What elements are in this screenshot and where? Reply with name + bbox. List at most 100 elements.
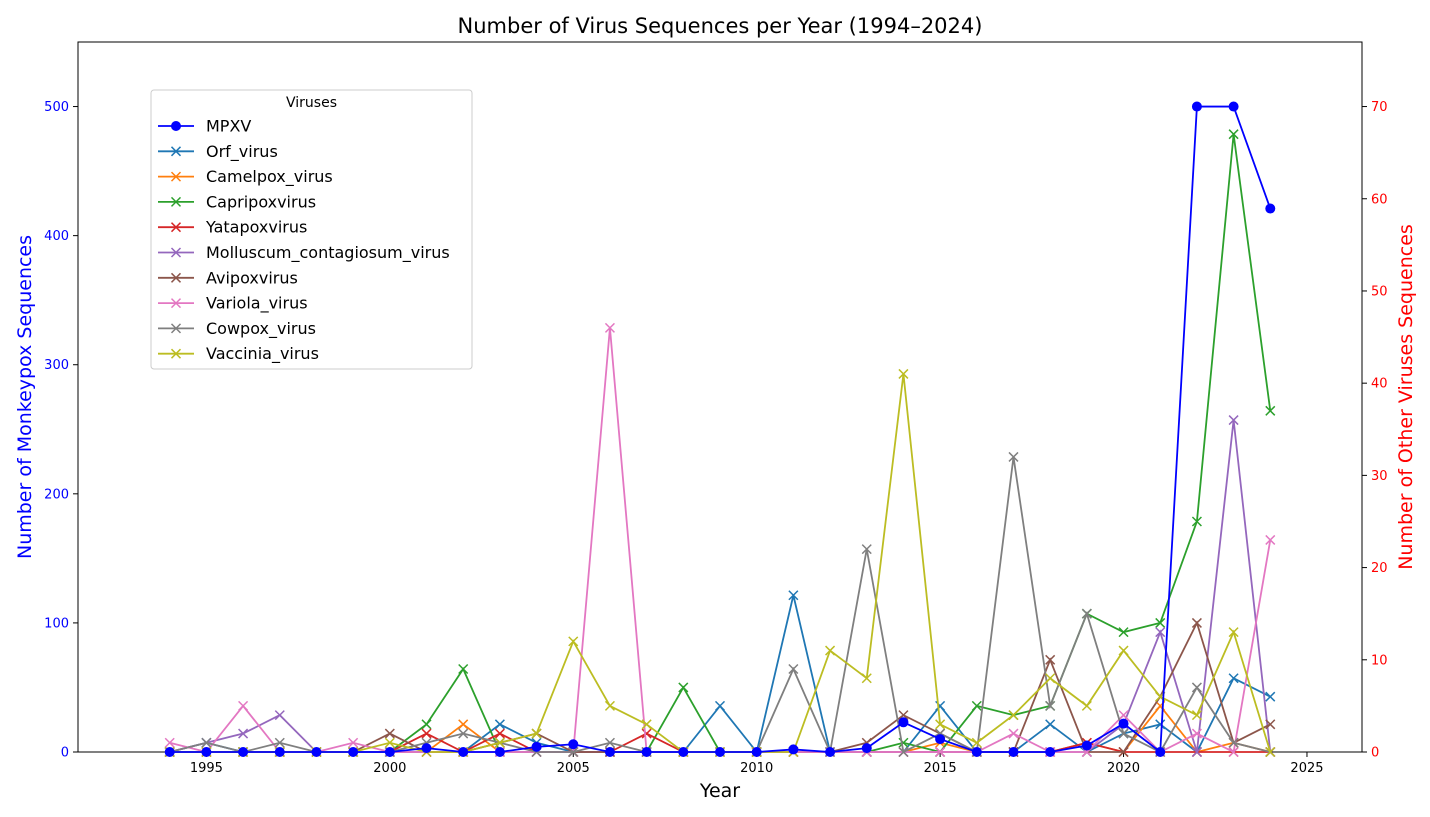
data-point <box>1265 203 1276 214</box>
data-point <box>348 747 359 757</box>
data-point <box>1155 747 1166 757</box>
data-point <box>898 710 909 721</box>
data-point <box>1045 654 1056 665</box>
data-point <box>1191 728 1202 739</box>
legend-marker <box>170 222 182 233</box>
y-right-tick-label: 40 <box>1371 377 1388 392</box>
data-point <box>458 747 469 757</box>
legend-marker <box>170 146 182 157</box>
data-point <box>1265 691 1276 702</box>
data-point <box>678 747 689 757</box>
y-left-tick-label: 500 <box>44 100 69 115</box>
data-point <box>788 744 799 755</box>
x-axis-label: Year <box>699 780 740 802</box>
data-point <box>384 747 395 757</box>
data-point <box>384 728 395 739</box>
axis-ticks: 1995 2000 2005 2010 2015 2020 2025010020030040… <box>44 100 1387 776</box>
data-point <box>604 737 615 748</box>
data-point <box>384 737 395 748</box>
legend-marker <box>170 272 182 283</box>
data-point <box>1265 719 1276 730</box>
legend-label: MPXV <box>206 117 251 136</box>
data-point <box>1191 101 1202 112</box>
legend-items: MPXV Orf_virus Camelpox_virus Capripoxvirus… <box>158 117 450 364</box>
data-point <box>898 368 909 379</box>
y-right-tick-label: 0 <box>1371 746 1379 761</box>
data-point <box>568 739 579 750</box>
legend-item-cowpox-virus: Cowpox_virus <box>158 319 316 339</box>
data-point <box>1008 747 1019 757</box>
data-point <box>715 747 725 757</box>
data-point <box>1081 740 1092 751</box>
legend-label: Vaccinia_virus <box>206 344 319 364</box>
data-point <box>935 734 946 745</box>
data-point <box>1228 129 1239 140</box>
data-point <box>458 719 469 730</box>
y-left-tick-label: 400 <box>44 229 69 244</box>
data-point <box>494 719 505 730</box>
data-point <box>935 719 946 730</box>
data-point <box>641 728 652 739</box>
legend-item-camelpox-virus: Camelpox_virus <box>158 167 333 187</box>
data-point <box>1228 673 1239 684</box>
data-point <box>898 717 909 728</box>
data-point <box>348 737 359 748</box>
data-point <box>1191 516 1202 527</box>
y-left-tick-label: 0 <box>61 746 69 761</box>
data-point <box>898 746 909 758</box>
data-point <box>274 747 285 757</box>
y-left-tick-label: 300 <box>44 358 69 373</box>
data-point <box>568 636 579 647</box>
x-tick-label: 2000 <box>373 761 406 776</box>
data-point <box>1265 534 1276 545</box>
data-point <box>274 737 285 748</box>
legend-marker <box>170 171 182 182</box>
data-point <box>1008 451 1019 462</box>
legend-item-molluscum-contagiosum-virus: Molluscum_contagiosum_virus <box>158 243 450 263</box>
legend-label: Variola_virus <box>206 294 308 314</box>
series-mpxv <box>164 101 1276 757</box>
legend-item-orf-virus: Orf_virus <box>158 142 278 162</box>
legend-item-mpxv: MPXV <box>158 117 251 136</box>
data-point <box>641 747 652 757</box>
y-left-tick-label: 100 <box>44 616 69 631</box>
data-point <box>1228 737 1239 748</box>
legend-label: Yatapoxvirus <box>205 218 307 237</box>
data-point <box>274 710 285 721</box>
data-point <box>458 728 469 739</box>
data-point <box>1008 710 1019 721</box>
legend-box <box>150 89 473 370</box>
legend-marker <box>170 323 182 334</box>
x-tick-label: 1995 <box>190 761 223 776</box>
data-point <box>238 747 249 757</box>
data-point <box>861 743 872 754</box>
data-point <box>788 663 799 675</box>
data-point <box>604 322 615 333</box>
data-point <box>1045 700 1056 711</box>
y-left-tick-label: 200 <box>44 487 69 502</box>
data-point <box>604 700 615 711</box>
data-point <box>971 737 982 748</box>
y-axis-left-label: Number of Monkeypox Sequences <box>14 235 36 559</box>
data-point <box>421 743 432 754</box>
data-point <box>751 747 762 757</box>
data-point <box>238 728 249 739</box>
legend-item-capripoxvirus: Capripoxvirus <box>158 192 316 211</box>
data-point <box>1265 746 1276 758</box>
data-point <box>1228 627 1239 638</box>
legend-label: Camelpox_virus <box>206 167 333 187</box>
data-point <box>201 737 212 748</box>
legend-marker <box>170 196 182 207</box>
data-point <box>861 673 872 684</box>
data-point <box>1155 617 1166 628</box>
y-axis-right-label: Number of Other Viruses Sequences <box>1395 224 1417 570</box>
y-right-tick-label: 70 <box>1371 100 1388 115</box>
data-point <box>164 737 175 748</box>
data-point <box>971 747 982 757</box>
data-point <box>1191 682 1202 693</box>
x-tick-label: 2025 <box>1290 761 1323 776</box>
data-point <box>825 747 836 757</box>
data-point <box>421 719 432 730</box>
data-point <box>1191 710 1202 721</box>
data-point <box>494 747 505 757</box>
